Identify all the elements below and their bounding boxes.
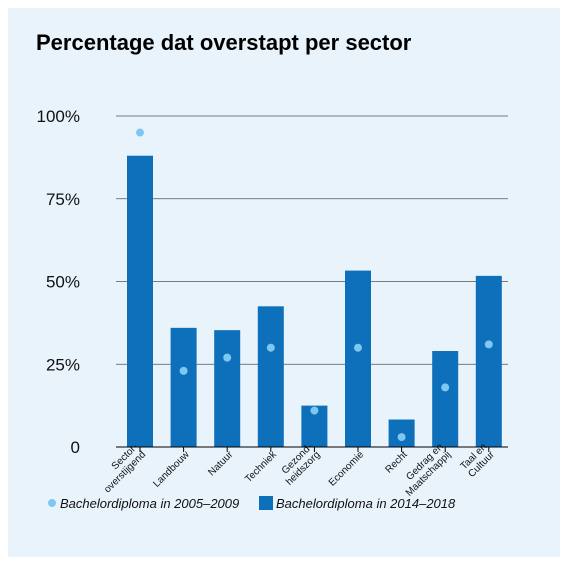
dot: [223, 353, 232, 362]
legend-label: Bachelordiploma in 2005–2009: [60, 496, 239, 511]
chart: Percentage dat overstapt per sector 0 25%…: [36, 30, 508, 511]
dot: [354, 343, 362, 352]
y-axis-ticks: 0 25% 50% 75% 100%: [37, 107, 80, 457]
y-tick-label: 75%: [46, 190, 80, 209]
x-tick-label: Recht: [383, 449, 409, 475]
dot: [136, 128, 144, 137]
legend-swatch-dot: [48, 499, 56, 507]
bar: [432, 351, 459, 447]
bar: [345, 270, 371, 447]
x-tick-label: Landbouw: [151, 449, 192, 490]
dots: [136, 128, 493, 442]
bar: [475, 275, 502, 447]
dot: [484, 340, 493, 349]
x-axis-labels: Sector-overstijgend Landbouw Natuur Technie…: [94, 442, 497, 499]
y-tick-label: 0: [71, 438, 80, 457]
chart-title: Percentage dat overstapt per sector: [36, 30, 412, 55]
y-tick-label: 100%: [37, 107, 80, 126]
bar: [214, 330, 241, 447]
x-tick-label: Sector-overstijgend: [94, 442, 148, 496]
y-tick-label: 50%: [46, 273, 80, 292]
x-tick-label: Gezond-heidszorg: [276, 442, 322, 488]
dot: [266, 343, 275, 352]
x-tick-label: Gedrag enMaatschappij: [396, 442, 453, 499]
bar: [170, 327, 197, 447]
x-tick-label: Techniek: [243, 449, 279, 485]
dot: [441, 383, 450, 392]
bar: [127, 155, 153, 447]
x-tick-label: Economie: [327, 449, 367, 489]
gridlines: [116, 115, 508, 365]
dot: [179, 366, 188, 375]
legend: Bachelordiploma in 2005–2009 Bachelordipl…: [48, 496, 456, 511]
y-tick-label: 25%: [46, 355, 80, 374]
dot: [310, 406, 319, 415]
x-tick-label: Natuur: [206, 449, 235, 478]
legend-label: Bachelordiploma in 2014–2018: [276, 496, 456, 511]
bar: [257, 306, 284, 447]
dot: [397, 433, 406, 442]
legend-swatch-bar: [259, 496, 273, 510]
chart-card: Percentage dat overstapt per sector 0 25%…: [8, 8, 560, 557]
bars: [127, 155, 502, 447]
